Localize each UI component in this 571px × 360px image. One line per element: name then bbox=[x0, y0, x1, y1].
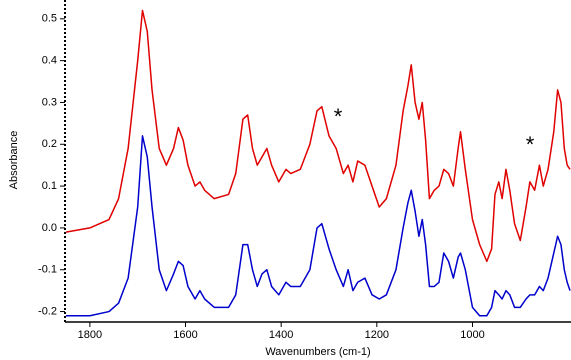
y-tick-label: 0.4 bbox=[42, 55, 57, 67]
annotation: * bbox=[526, 132, 535, 157]
y-tick-label: 0.5 bbox=[42, 13, 57, 25]
y-tick-label: 0.1 bbox=[42, 180, 57, 192]
y-tick-label: -0.1 bbox=[38, 264, 57, 276]
y-axis-title: Absorbance bbox=[8, 131, 20, 190]
y-tick-label: 0.3 bbox=[42, 96, 57, 108]
x-tick-label: 1800 bbox=[78, 329, 102, 341]
spectrum-line bbox=[65, 9, 571, 263]
x-tick-label: 1000 bbox=[460, 329, 484, 341]
spectrum-line bbox=[65, 135, 571, 317]
x-tick-label: 1400 bbox=[269, 329, 293, 341]
y-tick-label: 0.2 bbox=[42, 138, 57, 150]
y-tick-label: 0.0 bbox=[42, 222, 57, 234]
x-axis-title: Wavenumbers (cm-1) bbox=[265, 346, 370, 358]
annotation: * bbox=[334, 104, 343, 129]
y-tick-label: -0.2 bbox=[38, 305, 57, 317]
x-tick-label: 1600 bbox=[173, 329, 197, 341]
x-tick-label: 1200 bbox=[365, 329, 389, 341]
